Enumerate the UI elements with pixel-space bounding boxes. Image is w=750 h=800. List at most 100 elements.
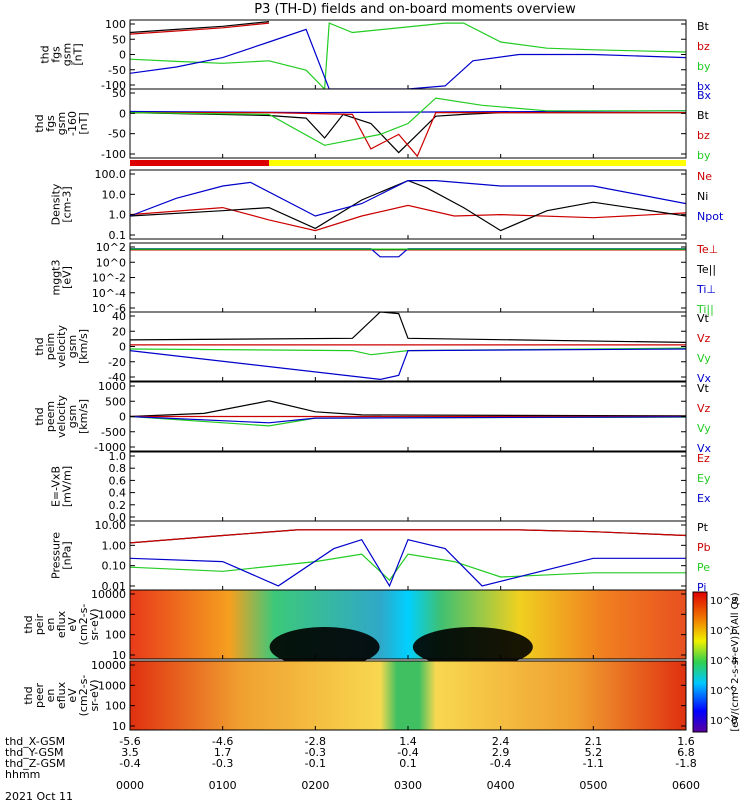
y-tick-label: 0.01 [102,580,127,593]
spectrogram-2 [130,661,686,730]
y-tick-label: 50 [112,87,126,100]
y-axis-label: E=-VxB[mV/m] [50,466,74,507]
legend-Vy: Vy [697,352,711,365]
panel-1: Bt bz by bx 100 50 0 -50 -100 thdfgsgsm[nT] [39,18,711,93]
y-tick-label: 40 [112,310,126,323]
ephemeris-row-label: thd_Y-GSM [5,746,64,759]
x-tick-label: 0600 [672,779,700,792]
y-tick-label: 0.2 [109,499,127,512]
series-line-Ne-panel-3 [129,204,687,232]
plot-area [130,243,686,312]
y-tick-label: 1.00 [102,539,127,552]
y-tick-label: 0.1 [109,229,127,242]
y-axis-label: thdpeerenefluxeV(cm2-s-sr-eV) [22,675,101,717]
colorbar-tick-label: 10^8 [710,596,737,607]
y-tick-label: 10000 [91,659,126,672]
y-axis-label: thdfgsgsm-160[nT] [33,111,90,136]
y-tick-label: 10 [112,649,126,662]
panel-6: Vt Vz Vy Vx 1000 500 0 -500 -1000 thdpeemvelocity… [33,380,712,455]
legend-Ne: Ne [697,170,712,183]
legend-Ti: Ti⊥ [696,283,716,296]
legend-Vt: Vt [697,382,710,395]
x-tick-label: 0400 [487,779,515,792]
y-tick-label: 1000 [98,380,126,393]
ephemeris-value: -0.3 [305,746,326,759]
ephemeris-value: 0.1 [399,757,417,770]
legend-Ey: Ey [697,472,711,485]
series-line-Pi-panel-8 [129,538,686,588]
x-tick-label: 0300 [394,779,422,792]
colorbar-tick-label: 10^2 [710,686,737,697]
panel-9: 10000 1000 100 10 thdpeirenefluxeV(cm2-s-sr-… [22,588,687,667]
legend-by: by [697,149,711,162]
y-tick-label: 1.0 [109,450,127,463]
ephemeris-row-label: thd_X-GSM [5,735,65,748]
y-tick-label: -40 [108,371,126,384]
legend-bz: bz [697,40,710,53]
series-line-Pb-panel-8 [129,529,687,544]
y-tick-label: 50 [112,33,126,46]
y-tick-label: -100 [101,148,126,161]
legend-Ex: Ex [697,492,711,505]
y-axis-label: thdpeemvelocitygsm[km/s] [33,395,90,438]
y-axis-label: thdpeirenefluxeV(cm2-s-sr-eV) [22,604,101,646]
y-tick-label: 10.0 [102,188,127,201]
y-tick-label: 0 [119,411,126,424]
y-tick-label: -1000 [94,441,126,454]
figure-title: P3 (TH-D) fields and on-board moments ov… [254,2,576,17]
series-line-Vx-panel-5 [129,348,687,381]
colorbar [692,591,708,733]
legend-Ez: Ez [697,452,710,465]
y-tick-label: 500 [105,395,126,408]
y-axis-label: thdfgsgsm[nT] [39,43,85,66]
ephemeris-value: 5.2 [585,746,603,759]
y-axis-label: thdpeimvelocitygsm[km/s] [33,325,90,368]
legend-Te: Te⊥ [696,243,718,256]
series-line-Vt-panel-6 [129,400,687,418]
ephemeris-value: 1.4 [399,735,417,748]
ephemeris-row-label: hhmm [5,768,40,781]
colorbar-tick-label: 10^6 [710,626,737,637]
ephemeris-value: -1.1 [583,757,604,770]
legend-Vx: Vx [697,372,712,385]
series-line-Npot-panel-3 [129,180,687,217]
y-tick-label: 10^-2 [92,272,126,285]
legend-Vt: Vt [697,312,710,325]
y-tick-label: -100 [101,79,126,92]
ephemeris-value: -0.3 [212,757,233,770]
series-line-Vt-panel-5 [129,311,687,343]
series-line-by-panel-1 [129,22,687,91]
y-tick-label: 10^-6 [92,302,126,315]
y-tick-label: 20 [112,325,126,338]
series-line-Ni-panel-3 [129,179,687,232]
y-tick-label: 0.4 [109,487,127,500]
legend-Ti: Ti|| [696,303,714,316]
panel-7: Ez Ey Ex 1.00.80.60.40.20.0 E=-VxB[mV/m] [50,450,711,524]
series-line-bz-panel-2 [130,112,686,158]
y-tick-label: 100 [105,18,126,31]
spectrogram-1 [130,590,686,659]
legend-Vx: Vx [697,442,712,455]
date-label: 2021 Oct 11 [5,790,73,800]
plot-area [130,452,686,521]
legend-by: by [697,60,711,73]
y-tick-label: 1000 [98,679,126,692]
y-tick-label: 0.6 [109,474,127,487]
panel-10: 10000 1000 100 10 thdpeerenefluxeV(cm2-s-sr-… [22,659,687,733]
y-axis-label: mggt3[eV] [50,260,74,296]
y-tick-label: 10000 [91,588,126,601]
legend-Pe: Pe [697,561,710,574]
y-tick-label: 0 [119,107,126,120]
y-tick-label: 0.0 [109,511,127,524]
panel-3: Ne Ni Npot 100.0 10.0 1.0 0.1 Density[cm-3] [50,168,724,242]
series-line-Bt-panel-1 [129,21,270,34]
colorbar-label: [eV/(cm^2-s-sr-eV)] (All Qs) [730,592,741,731]
ephemeris-value: 3.5 [121,746,139,759]
ephemeris-value: 6.8 [677,746,695,759]
x-tick-label: 0500 [579,779,607,792]
low-flux-region [412,627,533,667]
ephemeris-value: 2.4 [492,735,510,748]
y-tick-label: 100 [105,700,126,713]
ephemeris-value: -4.6 [212,735,233,748]
series-line-Vx-panel-6 [129,415,687,424]
